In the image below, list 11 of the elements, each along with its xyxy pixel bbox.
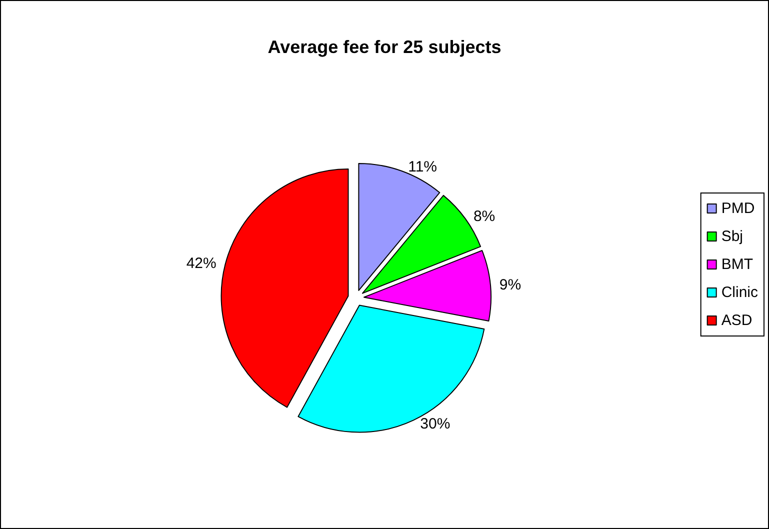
legend-label: BMT: [721, 256, 753, 273]
data-label: 30%: [420, 415, 450, 432]
data-label: 9%: [499, 276, 522, 294]
legend-label: PMD: [721, 200, 755, 217]
data-label: 42%: [186, 254, 216, 272]
legend-label: Sbj: [721, 228, 744, 245]
chart-title: Average fee for 25 subjects: [268, 37, 502, 57]
legend-label: Clinic: [721, 284, 758, 301]
legend-label: ASD: [721, 312, 752, 329]
data-label: 8%: [473, 208, 496, 225]
data-label: 11%: [408, 158, 438, 176]
